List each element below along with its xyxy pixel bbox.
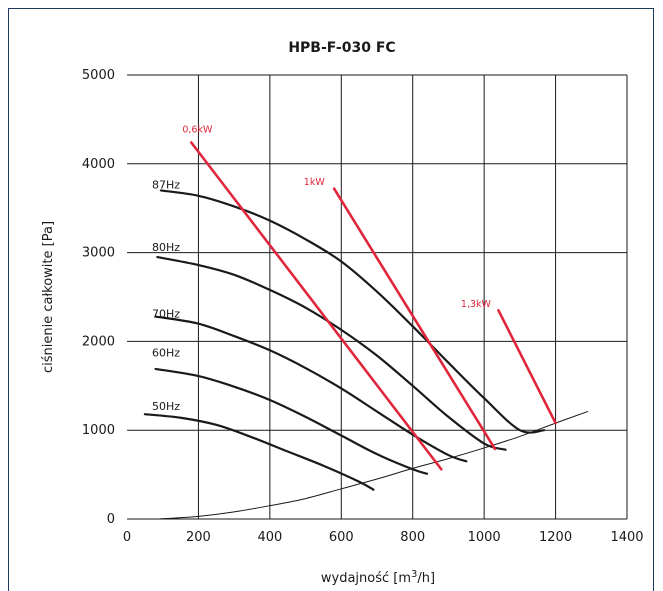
curve-label: 60Hz: [152, 346, 180, 359]
x-axis-label-tail: /h]: [417, 571, 435, 586]
x-tick-label: 200: [186, 530, 211, 545]
system-curve: [158, 411, 589, 520]
x-tick-label: 1200: [539, 530, 572, 545]
power-curve-13kw: [497, 309, 557, 425]
x-tick-label: 0: [123, 530, 131, 545]
curve-label: 0,6kW: [182, 125, 213, 136]
x-tick-label: 1000: [468, 530, 501, 545]
curve-label: 87Hz: [152, 179, 180, 192]
y-tick-label: 1000: [82, 423, 115, 438]
curve-label: 1,3kW: [461, 299, 492, 310]
curves: [143, 141, 589, 520]
curve-label: 80Hz: [152, 241, 180, 254]
y-tick-label: 4000: [82, 157, 115, 172]
x-axis-label: wydajność [m3/h]: [321, 569, 435, 586]
chart-frame: [8, 8, 654, 591]
curve-label: 1kW: [304, 177, 326, 188]
fan-curve-60hz: [154, 367, 429, 475]
x-tick-label: 600: [329, 530, 354, 545]
curve-label: 70Hz: [152, 307, 180, 320]
y-tick-label: 2000: [82, 334, 115, 349]
y-tick-label: 3000: [82, 246, 115, 261]
x-tick-label: 1400: [610, 530, 643, 545]
x-tick-label: 400: [257, 530, 282, 545]
curve-label: 50Hz: [152, 400, 180, 413]
fan-curve-80hz: [156, 255, 507, 451]
power-curve-06kw: [189, 141, 443, 471]
x-axis-label-main: wydajność [m: [321, 571, 411, 586]
y-tick-label: 5000: [82, 68, 115, 83]
curve-labels: 87Hz 80Hz 70Hz 60Hz 50Hz 0,6kW 1kW 1,3kW: [152, 125, 492, 413]
chart-title: HPB-F-030 FC: [288, 40, 395, 56]
y-tick-label: 0: [107, 512, 115, 527]
fan-curve-87hz: [159, 189, 546, 434]
x-tick-label: 800: [400, 530, 425, 545]
x-axis-label-sup: 3: [411, 569, 417, 580]
grid: [127, 74, 628, 520]
fan-curve-50hz: [143, 413, 375, 491]
fan-curve-70hz: [154, 315, 468, 463]
power-curve-1kw: [332, 187, 497, 451]
tick-labels: 0 200 400 600 800 1000 1200 1400 0 1000 2000 3000 40…: [82, 68, 644, 545]
y-axis-label: ciśnienie całkowite [Pa]: [41, 221, 56, 373]
